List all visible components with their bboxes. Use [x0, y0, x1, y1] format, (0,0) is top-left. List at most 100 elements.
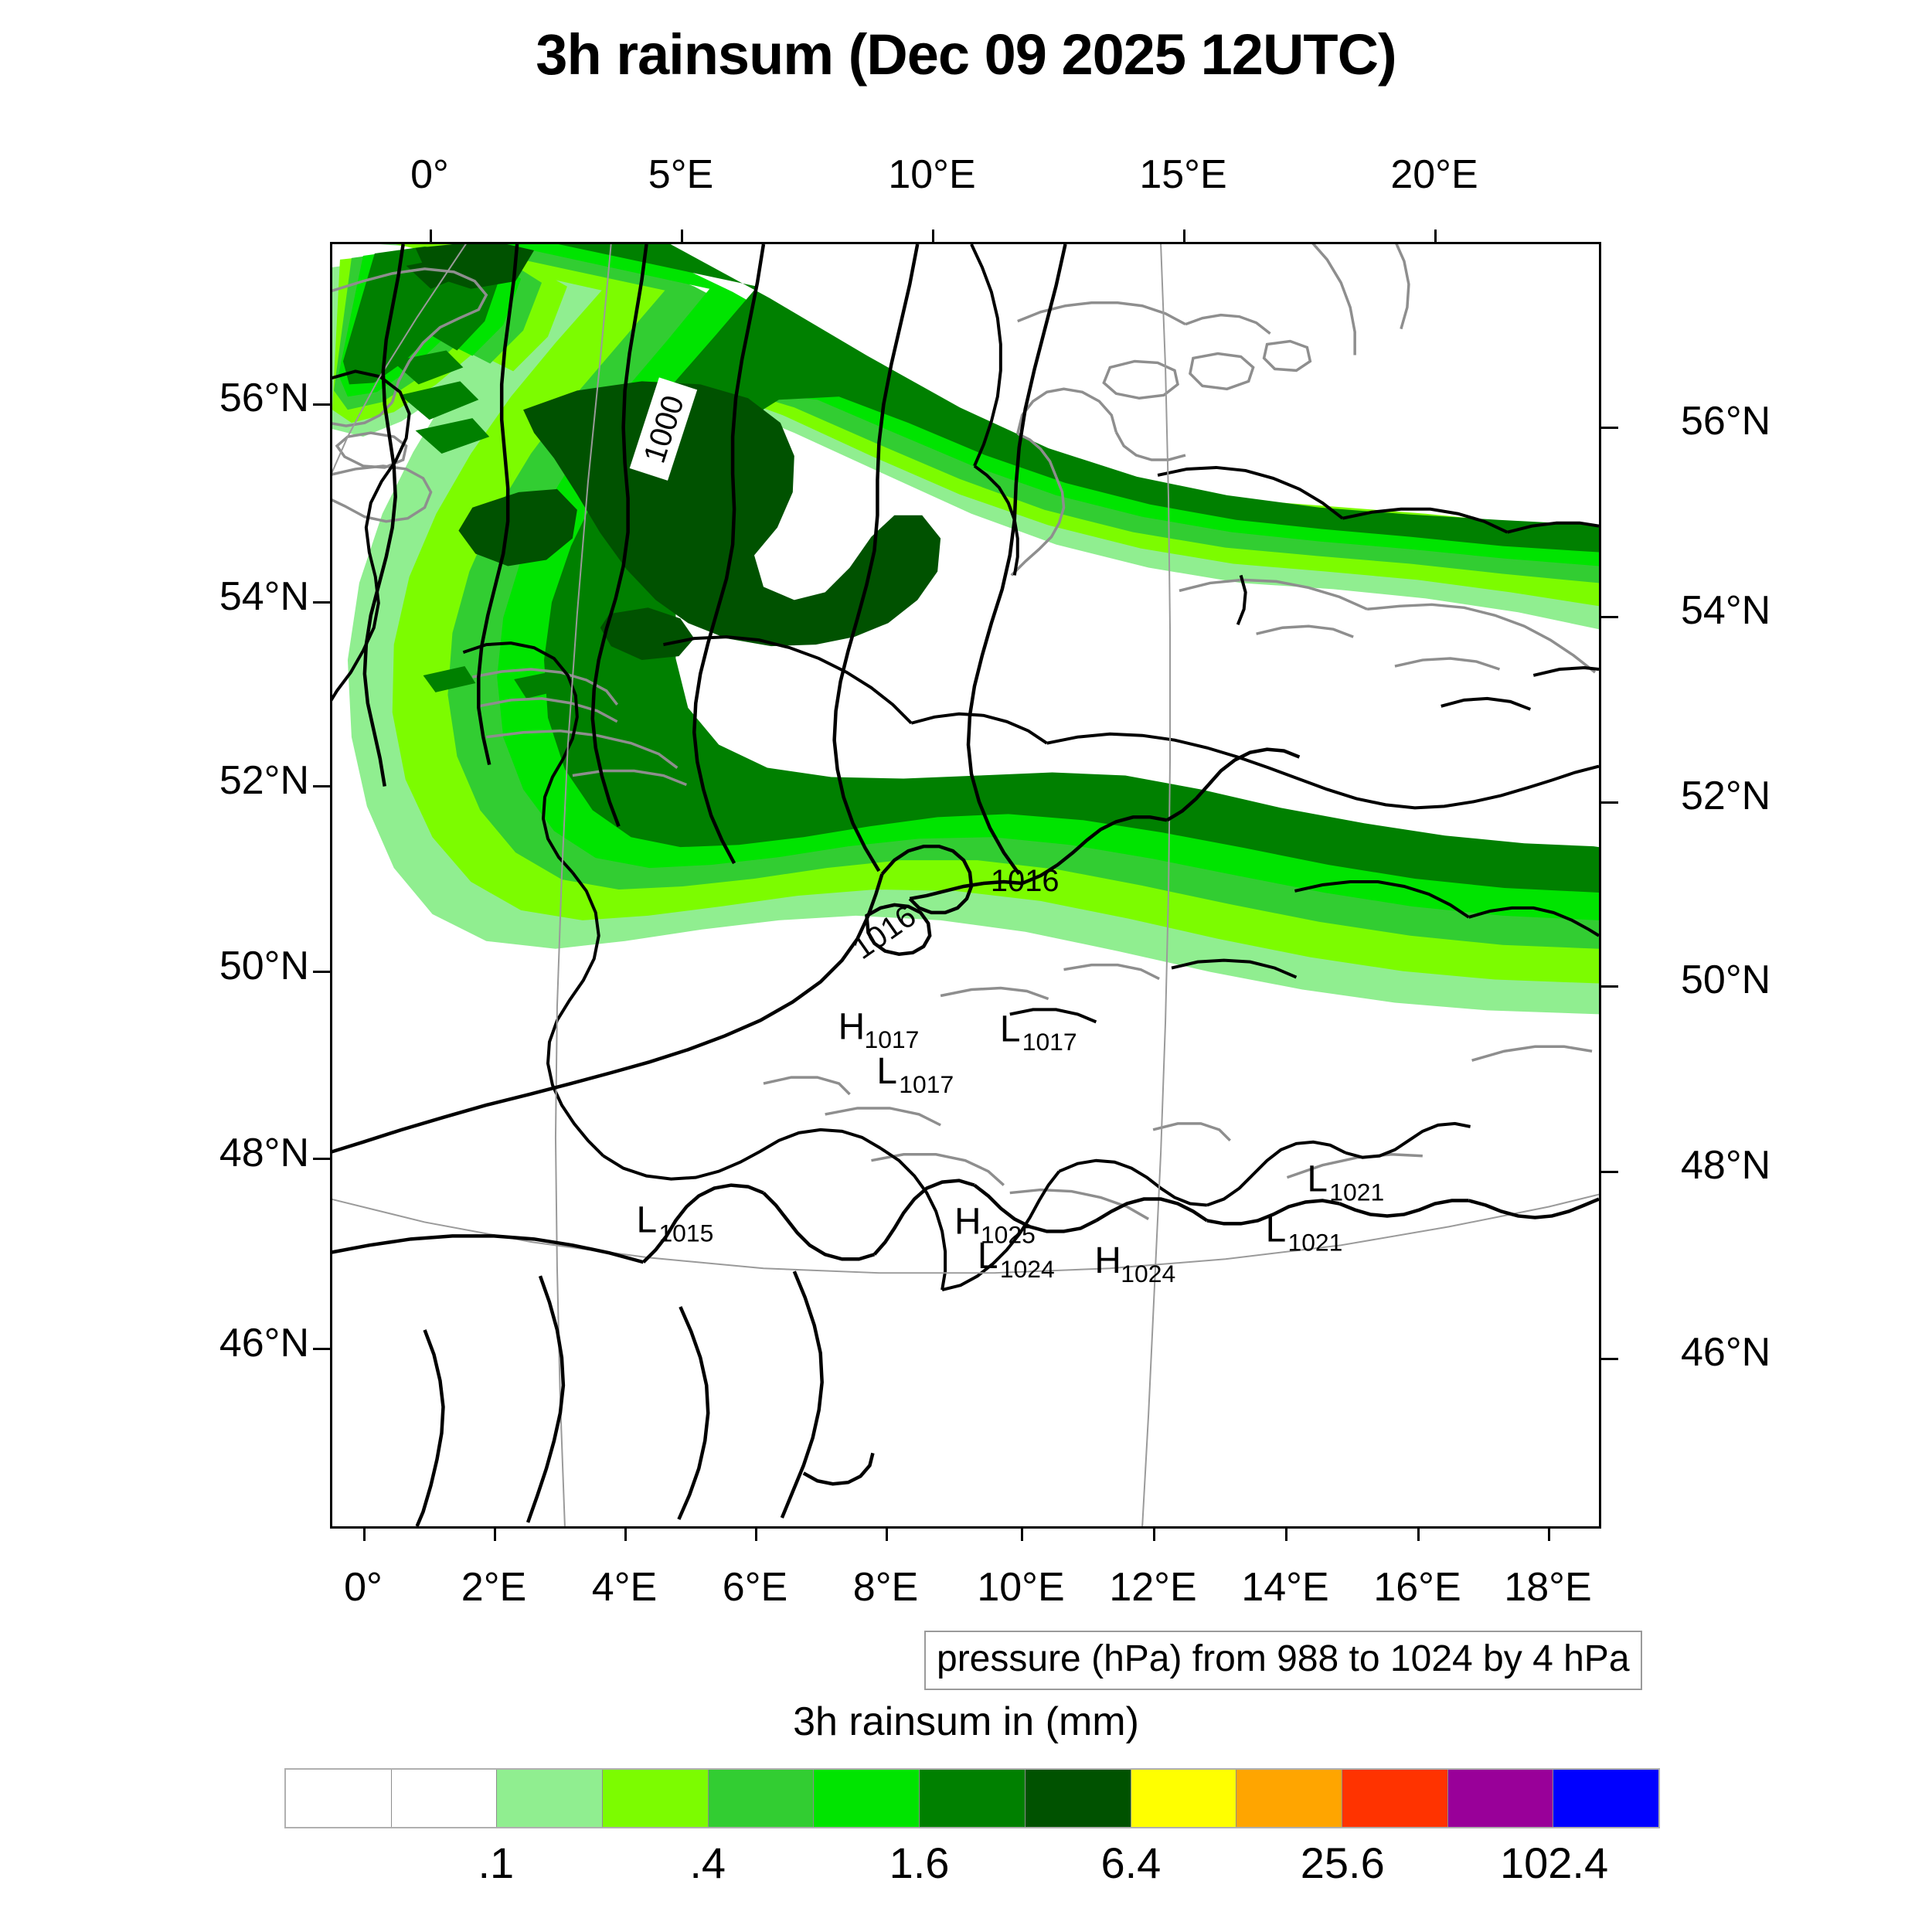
- tick-bottom-5: 10°E: [977, 1565, 1065, 1610]
- tick-mark-top-3: [1183, 230, 1185, 242]
- tick-bottom-8: 16°E: [1373, 1565, 1461, 1610]
- tick-mark-left-2: [313, 785, 330, 787]
- tick-mark-top-0: [430, 230, 432, 242]
- colorbar-segment-10[interactable]: [1342, 1770, 1448, 1827]
- colorbar-segment-5[interactable]: [814, 1770, 920, 1827]
- tick-bottom-7: 14°E: [1241, 1565, 1329, 1610]
- pressure-center-value: 1021: [1329, 1179, 1384, 1206]
- coastline-layer: [332, 244, 1597, 1220]
- tick-right-2: 52°N: [1681, 774, 1771, 818]
- tick-top-2: 10°E: [888, 152, 976, 197]
- tick-left-4: 48°N: [219, 1131, 309, 1175]
- tick-bottom-4: 8°E: [852, 1565, 919, 1610]
- tick-left-2: 52°N: [219, 758, 309, 803]
- pressure-center-l-1021-b: L 1021: [1266, 1209, 1343, 1256]
- tick-mark-left-0: [313, 403, 330, 406]
- colorbar-segment-7[interactable]: [1025, 1770, 1131, 1827]
- colorbar-label-row: .1 .4 1.6 6.4 25.6 102.4: [284, 1838, 1660, 1892]
- tick-top-3: 15°E: [1139, 152, 1227, 197]
- pressure-legend-box: pressure (hPa) from 988 to 1024 by 4 hPa: [924, 1631, 1642, 1690]
- pressure-center-l-1017-b: L 1017: [1000, 1009, 1077, 1056]
- colorbar-segment-8[interactable]: [1131, 1770, 1237, 1827]
- tick-right-4: 48°N: [1681, 1143, 1771, 1188]
- tick-mark-top-1: [681, 230, 683, 242]
- tick-mark-top-2: [932, 230, 934, 242]
- colorbar-label-1: .4: [689, 1838, 726, 1887]
- graticule-layer: [332, 244, 1599, 1526]
- contour-label-1016-a: 1016: [991, 864, 1060, 898]
- pressure-center-h-1024: H 1024: [1094, 1240, 1175, 1287]
- tick-right-5: 46°N: [1681, 1330, 1771, 1375]
- tick-top-0: 0°: [410, 152, 449, 197]
- pressure-center-value: 1017: [899, 1070, 954, 1098]
- tick-mark-left-4: [313, 1158, 330, 1160]
- tick-mark-bottom-3: [755, 1529, 757, 1541]
- pressure-center-value: 1017: [864, 1026, 919, 1053]
- pressure-center-l-1015: L 1015: [637, 1199, 714, 1247]
- tick-left-1: 54°N: [219, 574, 309, 619]
- pressure-center-type: L: [1266, 1209, 1287, 1250]
- colorbar-segment-2[interactable]: [497, 1770, 604, 1827]
- tick-mark-bottom-6: [1153, 1529, 1155, 1541]
- tick-mark-left-3: [313, 971, 330, 973]
- tick-mark-bottom-2: [624, 1529, 627, 1541]
- tick-bottom-9: 18°E: [1504, 1565, 1592, 1610]
- tick-mark-bottom-1: [494, 1529, 496, 1541]
- pressure-center-h-1017: H 1017: [838, 1006, 920, 1053]
- colorbar-segment-9[interactable]: [1236, 1770, 1342, 1827]
- precip-class-12.8: [406, 244, 941, 661]
- pressure-center-value: 1024: [1000, 1255, 1055, 1283]
- colorbar-segment-4[interactable]: [708, 1770, 815, 1827]
- pressure-center-value: 1021: [1287, 1228, 1342, 1256]
- pressure-center-l-1021-a: L 1021: [1307, 1159, 1384, 1206]
- pressure-center-type: L: [1307, 1159, 1328, 1200]
- tick-left-3: 50°N: [219, 944, 309, 988]
- tick-mark-bottom-0: [363, 1529, 366, 1541]
- tick-bottom-3: 6°E: [722, 1565, 788, 1610]
- map-canvas: 1000 1016 1016 H 1017 L 1017 L: [332, 244, 1599, 1526]
- map-plot-area[interactable]: 1000 1016 1016 H 1017 L 1017 L: [330, 242, 1601, 1529]
- colorbar-segment-1[interactable]: [391, 1770, 498, 1827]
- tick-mark-right-2: [1601, 801, 1618, 804]
- colorbar-segment-0[interactable]: [286, 1770, 392, 1827]
- pressure-center-value: 1015: [658, 1219, 713, 1247]
- pressure-contour-layer: [332, 244, 1599, 1526]
- colorbar-label-2: 1.6: [889, 1838, 950, 1887]
- tick-top-4: 20°E: [1390, 152, 1478, 197]
- tick-mark-top-4: [1434, 230, 1437, 242]
- tick-top-1: 5°E: [648, 152, 714, 197]
- colorbar-segment-12[interactable]: [1553, 1770, 1658, 1827]
- tick-mark-right-0: [1601, 427, 1618, 429]
- colorbar-title: 3h rainsum in (mm): [793, 1699, 1139, 1744]
- tick-bottom-2: 4°E: [591, 1565, 658, 1610]
- colorbar-segment-3[interactable]: [603, 1770, 709, 1827]
- tick-mark-right-4: [1601, 1171, 1618, 1173]
- tick-left-5: 46°N: [219, 1321, 309, 1366]
- pressure-center-l-1017-a: L 1017: [876, 1051, 954, 1098]
- pressure-center-h-1025: H 1025: [954, 1201, 1036, 1248]
- colorbar-segment-11[interactable]: [1447, 1770, 1554, 1827]
- colorbar-label-3: 6.4: [1100, 1838, 1162, 1887]
- tick-mark-left-1: [313, 601, 330, 604]
- colorbar[interactable]: [284, 1768, 1660, 1828]
- pressure-center-type: L: [1000, 1009, 1021, 1049]
- pressure-center-type: L: [876, 1051, 897, 1092]
- pressure-center-l-1024: L 1024: [978, 1236, 1055, 1283]
- colorbar-label-0: .1: [478, 1838, 515, 1887]
- tick-left-0: 56°N: [219, 376, 309, 420]
- tick-mark-bottom-8: [1417, 1529, 1420, 1541]
- tick-mark-left-5: [313, 1348, 330, 1350]
- pressure-center-type: L: [637, 1199, 658, 1240]
- tick-mark-bottom-4: [886, 1529, 888, 1541]
- pressure-center-value: 1024: [1121, 1260, 1175, 1287]
- pressure-center-type: H: [1094, 1240, 1121, 1281]
- tick-right-0: 56°N: [1681, 399, 1771, 444]
- tick-mark-bottom-9: [1548, 1529, 1550, 1541]
- tick-mark-right-3: [1601, 985, 1618, 988]
- pressure-center-value: 1025: [981, 1220, 1036, 1248]
- pressure-center-group: H 1017 L 1017 L 1017 L 1021 L 1015: [637, 1006, 1385, 1287]
- tick-bottom-6: 12°E: [1109, 1565, 1197, 1610]
- tick-mark-right-1: [1601, 616, 1618, 618]
- colorbar-segment-6[interactable]: [920, 1770, 1026, 1827]
- colorbar-label-5: 102.4: [1499, 1838, 1609, 1887]
